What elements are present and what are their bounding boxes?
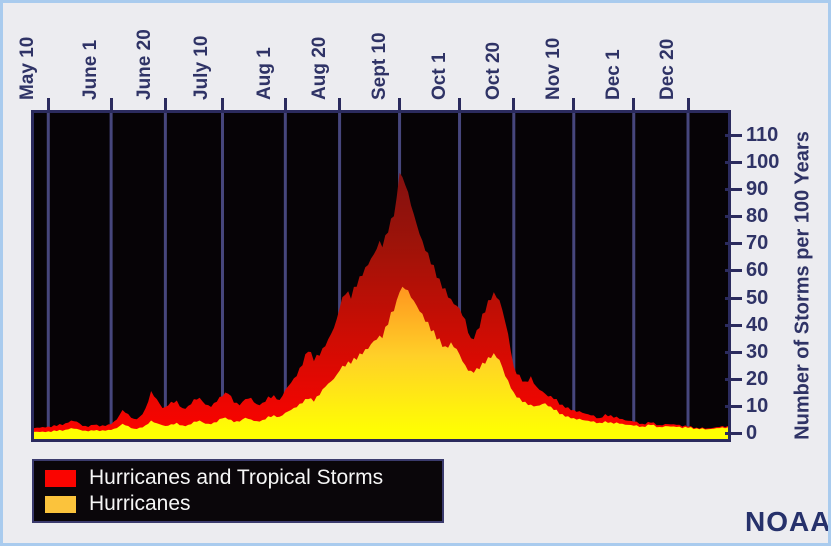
x-axis-label: July 10: [191, 35, 213, 100]
x-axis-tick: [109, 98, 113, 111]
x-axis-label: Aug 1: [254, 47, 276, 100]
x-axis-tick: [458, 98, 462, 111]
x-axis-tick: [398, 98, 402, 111]
y-axis-label: 40: [746, 313, 769, 336]
legend-item-hurricanes: Hurricanes: [34, 492, 442, 516]
x-axis-tick: [512, 98, 516, 111]
y-axis-label: 70: [746, 232, 769, 255]
x-axis-label: Dec 20: [657, 38, 679, 100]
y-axis-tick: [725, 432, 742, 435]
legend-swatch-hurricanes-icon: [45, 495, 76, 513]
plot-area: [31, 110, 731, 442]
x-axis-label: June 20: [134, 29, 156, 100]
y-axis-tick: [725, 377, 742, 381]
y-axis-label: 20: [746, 367, 769, 390]
y-axis-tick: [725, 269, 742, 273]
y-axis-label: 60: [746, 259, 769, 282]
x-axis-tick: [46, 98, 50, 111]
y-axis-label: 90: [746, 178, 769, 201]
y-axis-tick: [725, 215, 742, 219]
x-axis-tick: [163, 98, 167, 111]
x-axis-tick: [338, 98, 342, 111]
x-axis-label: Dec 1: [602, 49, 624, 100]
legend-item-tropical-storms: Hurricanes and Tropical Storms: [34, 466, 442, 490]
x-axis-tick: [632, 98, 636, 111]
y-axis-title: Number of Storms per 100 Years: [791, 131, 814, 440]
x-axis-label: Oct 20: [482, 41, 504, 100]
x-axis-tick: [686, 98, 690, 111]
y-axis-tick: [725, 188, 742, 192]
legend-label-hurricanes: Hurricanes: [89, 492, 191, 515]
x-axis-label: Sept 10: [368, 32, 390, 100]
noaa-logo: NOAA: [745, 506, 831, 537]
legend: Hurricanes and Tropical Storms Hurricane…: [32, 459, 444, 523]
y-axis-tick: [725, 161, 742, 165]
y-axis-tick: [725, 242, 742, 246]
y-axis-label: 80: [746, 205, 769, 228]
area-hurricanes: [34, 286, 728, 439]
x-axis-label: Oct 1: [428, 52, 450, 100]
y-axis-label: 100: [746, 151, 780, 174]
x-axis-label: Aug 20: [308, 36, 330, 100]
y-axis-tick: [725, 350, 742, 354]
legend-swatch-tropical-storms-icon: [45, 469, 76, 487]
y-axis-label: 110: [746, 124, 779, 146]
legend-label-tropical-storms: Hurricanes and Tropical Storms: [89, 466, 384, 489]
x-axis-tick: [572, 98, 576, 111]
x-axis-label: Nov 10: [542, 37, 564, 100]
y-axis-label: 30: [746, 340, 769, 363]
storm-frequency-plot: [34, 113, 728, 439]
y-axis-label: 0: [746, 422, 758, 444]
y-axis-tick: [725, 323, 742, 327]
x-axis-label: May 10: [17, 36, 39, 100]
x-axis-tick: [220, 98, 224, 111]
y-axis-tick: [725, 404, 742, 408]
y-axis-label: 50: [746, 286, 769, 309]
y-axis-tick: [725, 296, 742, 300]
area-hurricanes-and-tropical-storms: [34, 172, 728, 439]
y-axis-tick: [725, 134, 742, 137]
y-axis-label: 10: [746, 394, 769, 417]
x-axis-tick: [283, 98, 287, 111]
x-axis-label: June 1: [80, 39, 102, 100]
